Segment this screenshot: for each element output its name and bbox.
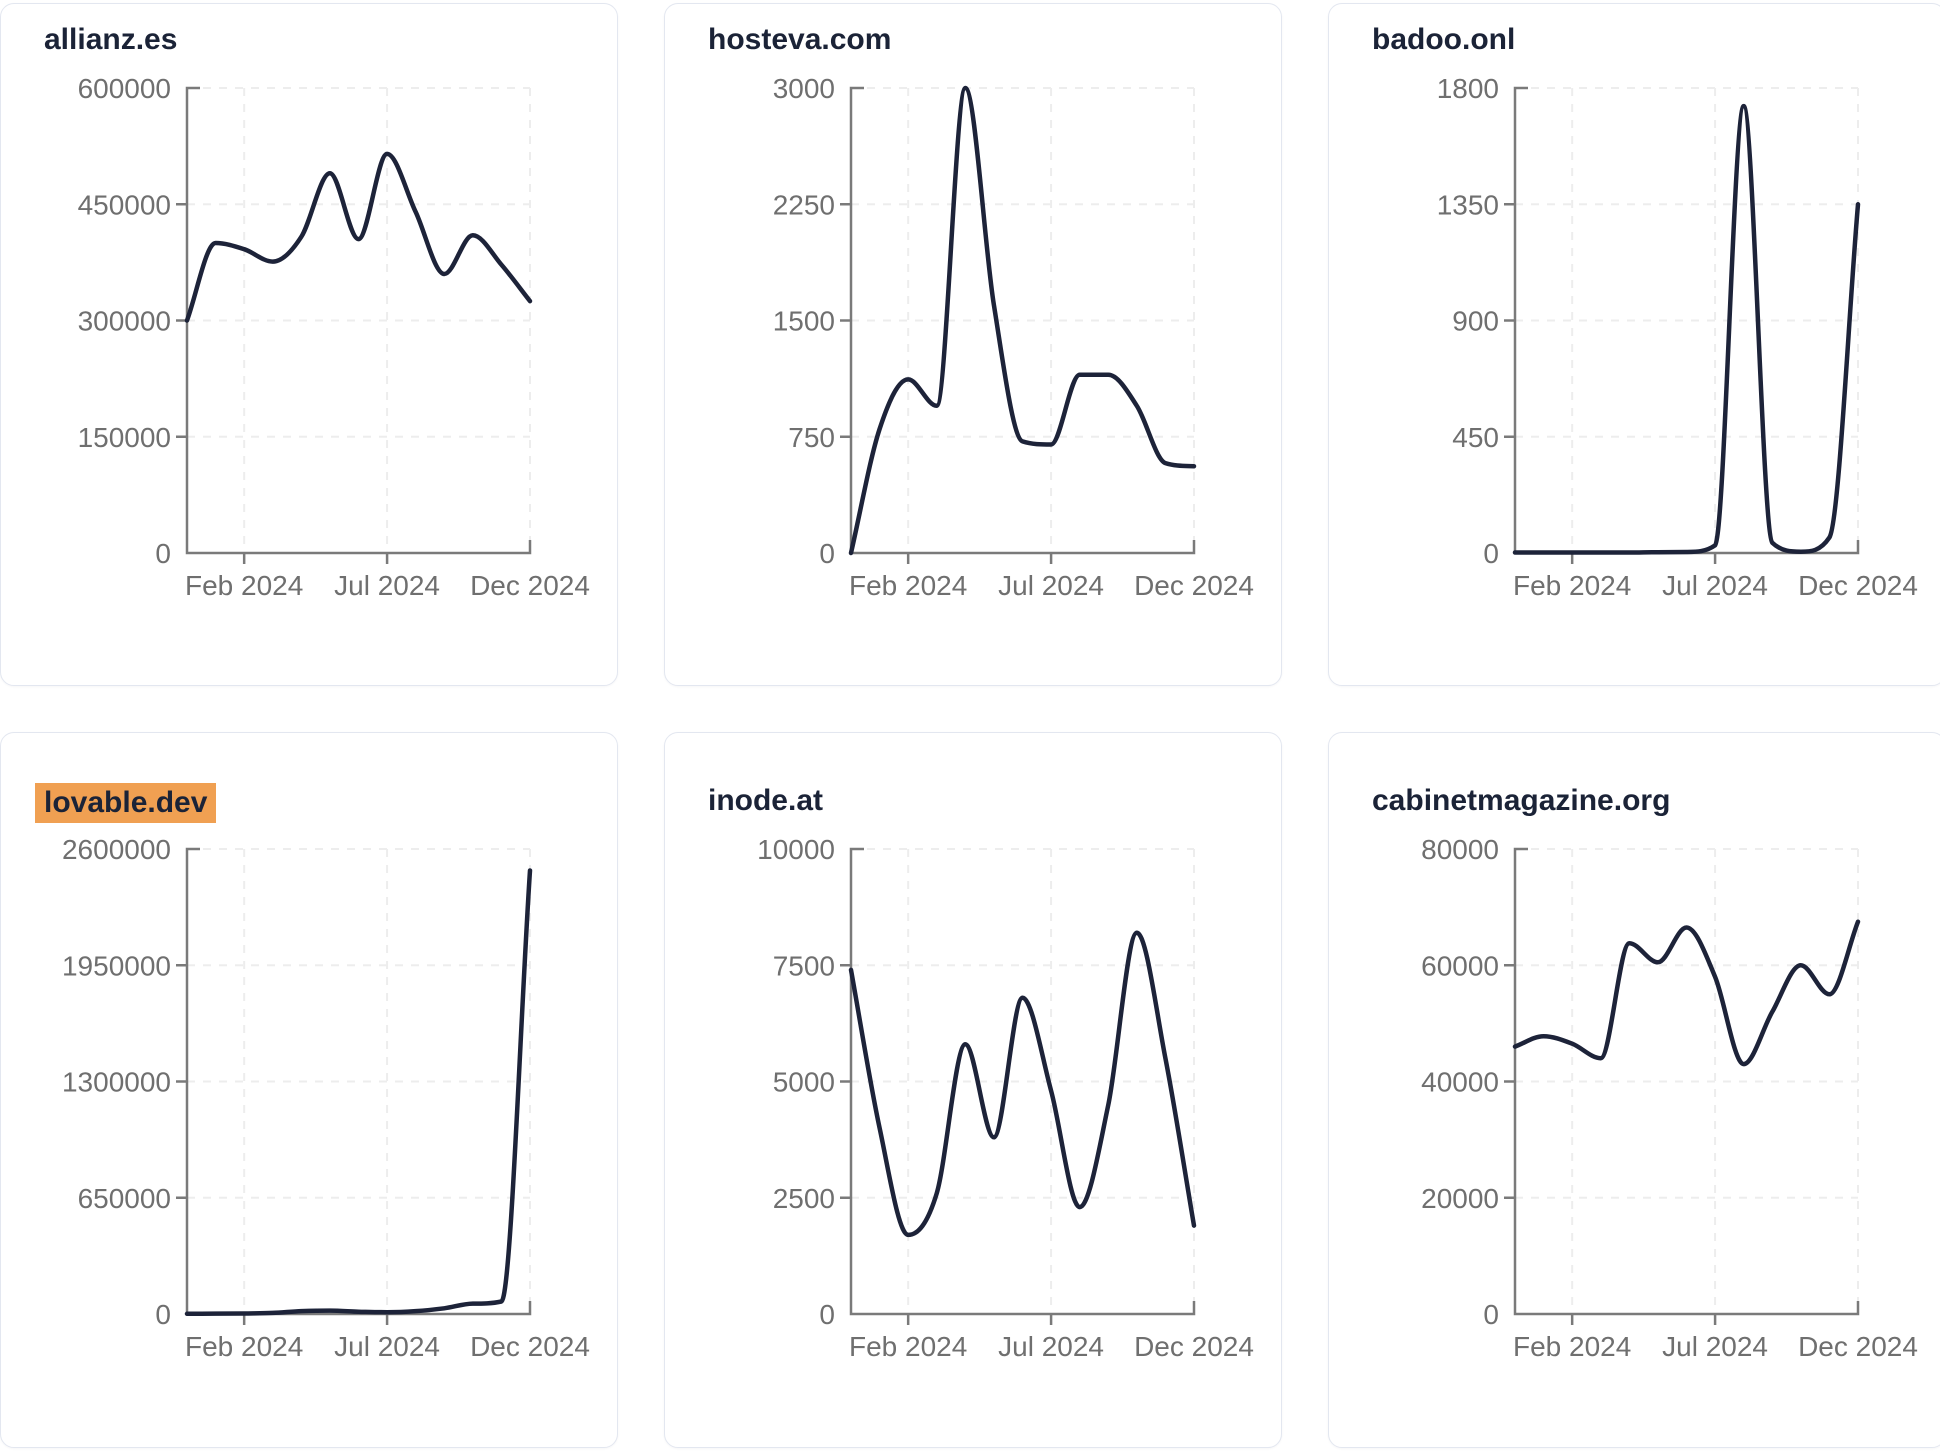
line-chart: 0 2500 5000 7500 10000 Feb 2024 Jul 2024 Dec 20… [757, 834, 1254, 1362]
svg-text:600000: 600000 [78, 73, 171, 104]
svg-text:20000: 20000 [1421, 1183, 1499, 1214]
svg-text:Jul 2024: Jul 2024 [998, 1331, 1104, 1362]
line-chart: 0 650000 1300000 1950000 2600000 Feb 2024 Jul … [62, 834, 590, 1362]
card-header: cabinetmagazine.org [1329, 733, 1940, 819]
line-chart: 0 750 1500 2250 3000 Feb 2024 Jul 2024 Dec 2024 [773, 73, 1254, 601]
svg-text:Feb 2024: Feb 2024 [185, 1331, 303, 1362]
chart-card: allianz.es 0 150000 300000 450000 600000 Feb … [0, 3, 618, 686]
svg-text:40000: 40000 [1421, 1067, 1499, 1098]
svg-text:450000: 450000 [78, 189, 171, 220]
svg-text:80000: 80000 [1421, 834, 1499, 865]
svg-text:450: 450 [1452, 422, 1499, 453]
svg-text:0: 0 [155, 1299, 171, 1330]
chart-card: lovable.dev 0 650000 1300000 1950000 2600000… [0, 732, 618, 1448]
svg-text:650000: 650000 [78, 1183, 171, 1214]
svg-text:10000: 10000 [757, 834, 835, 865]
chart-card: cabinetmagazine.org 0 20000 40000 60000 8000… [1328, 732, 1940, 1448]
svg-text:Dec 2024: Dec 2024 [470, 570, 590, 601]
svg-text:Dec 2024: Dec 2024 [1798, 1331, 1918, 1362]
svg-text:1500: 1500 [773, 306, 835, 337]
svg-text:1950000: 1950000 [62, 950, 171, 981]
svg-text:150000: 150000 [78, 422, 171, 453]
svg-text:Dec 2024: Dec 2024 [1134, 1331, 1254, 1362]
line-chart: 0 450 900 1350 1800 Feb 2024 Jul 2024 Dec 2024 [1437, 73, 1918, 601]
chart-title: allianz.es [44, 23, 178, 56]
line-chart: 0 150000 300000 450000 600000 Feb 2024 Jul 202… [78, 73, 590, 601]
svg-text:300000: 300000 [78, 306, 171, 337]
chart-title: cabinetmagazine.org [1372, 784, 1671, 817]
svg-text:Feb 2024: Feb 2024 [185, 570, 303, 601]
svg-text:0: 0 [1483, 1299, 1499, 1330]
svg-text:2250: 2250 [773, 189, 835, 220]
chart-title-highlighted: lovable.dev [35, 783, 217, 823]
chart-card: inode.at 0 2500 5000 7500 10000 Feb 2024 Jul 2… [664, 732, 1282, 1448]
svg-text:2600000: 2600000 [62, 834, 171, 865]
chart-card: badoo.onl 0 450 900 1350 1800 Feb 2024 Jul 202… [1328, 3, 1940, 686]
svg-text:5000: 5000 [773, 1067, 835, 1098]
chart-title: hosteva.com [708, 23, 892, 56]
svg-text:60000: 60000 [1421, 950, 1499, 981]
svg-text:1300000: 1300000 [62, 1067, 171, 1098]
svg-text:Jul 2024: Jul 2024 [1662, 1331, 1768, 1362]
svg-text:0: 0 [155, 538, 171, 569]
svg-text:Jul 2024: Jul 2024 [334, 570, 440, 601]
svg-text:0: 0 [819, 1299, 835, 1330]
chart-title: badoo.onl [1372, 23, 1516, 56]
chart-title: inode.at [708, 784, 824, 817]
card-header: inode.at [665, 733, 1281, 819]
svg-text:Jul 2024: Jul 2024 [334, 1331, 440, 1362]
svg-text:2500: 2500 [773, 1183, 835, 1214]
svg-text:Feb 2024: Feb 2024 [1513, 570, 1631, 601]
svg-text:750: 750 [788, 422, 835, 453]
svg-text:0: 0 [1483, 538, 1499, 569]
svg-text:Dec 2024: Dec 2024 [1134, 570, 1254, 601]
card-header: allianz.es [1, 4, 617, 58]
card-header: hosteva.com [665, 4, 1281, 58]
svg-text:1350: 1350 [1437, 189, 1499, 220]
svg-text:Jul 2024: Jul 2024 [998, 570, 1104, 601]
svg-text:3000: 3000 [773, 73, 835, 104]
chart-card: hosteva.com 0 750 1500 2250 3000 Feb 2024 Jul … [664, 3, 1282, 686]
svg-text:900: 900 [1452, 306, 1499, 337]
svg-text:1800: 1800 [1437, 73, 1499, 104]
svg-text:Dec 2024: Dec 2024 [1798, 570, 1918, 601]
card-header: badoo.onl [1329, 4, 1940, 58]
line-chart: 0 20000 40000 60000 80000 Feb 2024 Jul 2024 Dec… [1421, 834, 1918, 1362]
card-header: lovable.dev [1, 733, 617, 823]
svg-text:Dec 2024: Dec 2024 [470, 1331, 590, 1362]
svg-text:Feb 2024: Feb 2024 [849, 570, 967, 601]
svg-text:Feb 2024: Feb 2024 [1513, 1331, 1631, 1362]
svg-text:0: 0 [819, 538, 835, 569]
svg-text:Feb 2024: Feb 2024 [849, 1331, 967, 1362]
svg-text:Jul 2024: Jul 2024 [1662, 570, 1768, 601]
svg-text:7500: 7500 [773, 950, 835, 981]
